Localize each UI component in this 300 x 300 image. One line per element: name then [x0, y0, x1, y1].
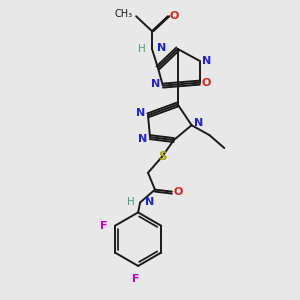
Text: N: N	[151, 79, 160, 88]
Text: O: O	[202, 78, 211, 88]
Text: N: N	[194, 118, 203, 128]
Text: O: O	[173, 187, 182, 196]
Text: CH₃: CH₃	[114, 9, 132, 19]
Text: N: N	[157, 43, 166, 53]
Text: N: N	[202, 56, 211, 66]
Text: N: N	[136, 108, 146, 118]
Text: N: N	[145, 196, 154, 206]
Text: O: O	[169, 11, 178, 21]
Text: F: F	[100, 221, 107, 231]
Text: S: S	[158, 150, 166, 164]
Text: H: H	[128, 196, 135, 206]
Text: F: F	[132, 274, 140, 284]
Text: H: H	[138, 44, 146, 54]
Text: N: N	[138, 134, 148, 144]
